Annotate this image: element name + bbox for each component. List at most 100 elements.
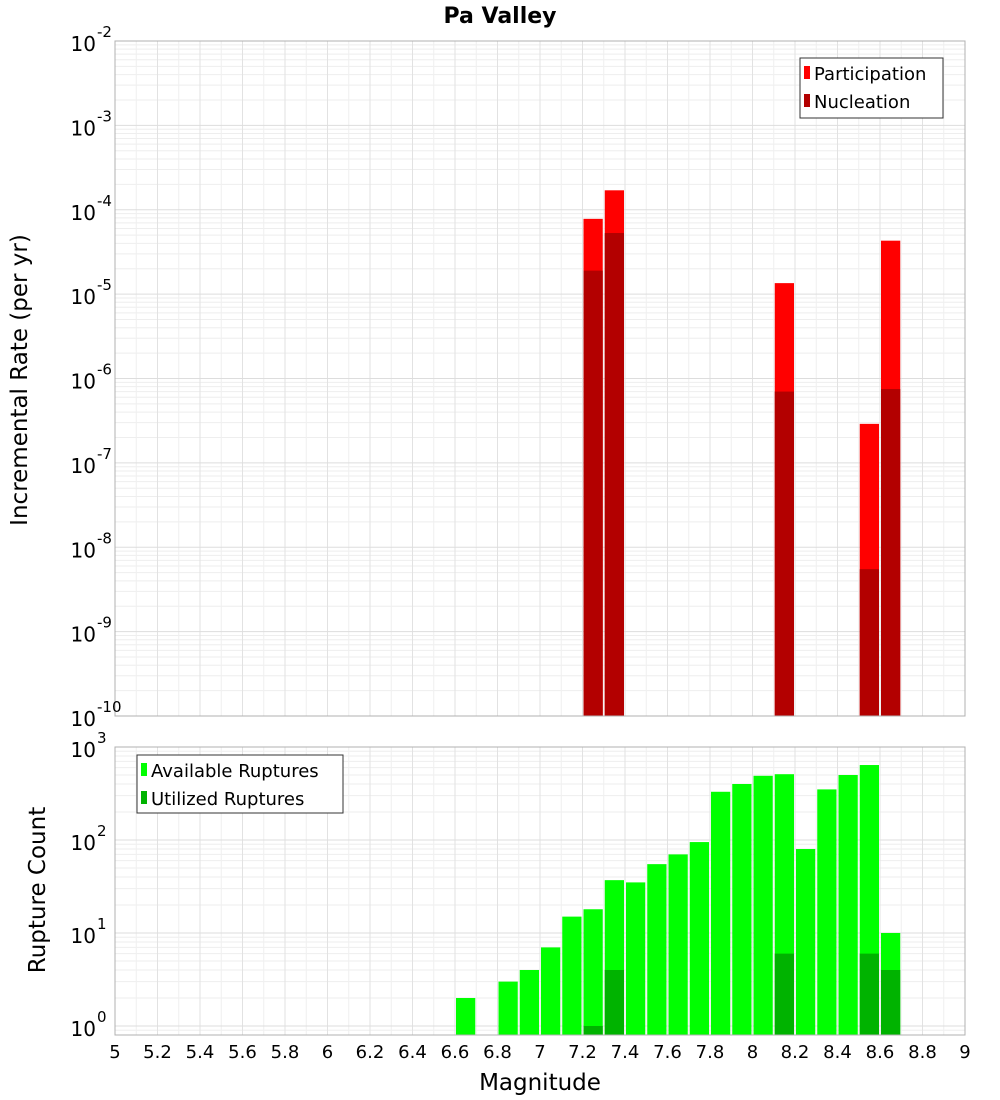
bottom-bar <box>689 842 709 1035</box>
y-tick-exponent: -6 <box>97 361 112 379</box>
legend-box <box>136 754 344 814</box>
bottom-bar <box>456 997 476 1035</box>
bottom-bar <box>583 1025 603 1035</box>
y-tick-exponent: -7 <box>97 445 112 463</box>
x-tick-label: 6.4 <box>398 1042 427 1063</box>
y-tick-base: 10 <box>71 1017 96 1041</box>
bottom-series-available-ruptures <box>456 765 901 1035</box>
bottom-bar <box>647 864 667 1035</box>
y-tick-base: 10 <box>71 831 96 855</box>
bottom-x-tick-labels: 5 5.2 5.4 5.6 5.8 6 6.2 6.4 6.6 6.8 7 7.2 7.4 7.6 7.8 8… <box>109 1042 970 1063</box>
bottom-bar <box>583 909 603 1035</box>
bottom-bar <box>817 789 837 1035</box>
y-tick-label: 10 -8 <box>71 529 112 562</box>
x-tick-label: 5.8 <box>271 1042 300 1063</box>
x-tick-label: 8 <box>747 1042 758 1063</box>
y-tick-base: 10 <box>71 738 96 762</box>
y-tick-base: 10 <box>71 201 96 225</box>
top-bar <box>774 391 794 716</box>
top-bar <box>604 233 624 716</box>
bottom-bar <box>732 784 752 1035</box>
y-tick-exponent: -3 <box>97 107 112 125</box>
bottom-bar <box>519 969 539 1035</box>
bottom-panel: 10 010 110 210 35 5.2 5.4 5.6 5.8 6 6.2 6.4 6.6 6.8 7 7… <box>71 729 971 1063</box>
top-bar <box>583 270 603 716</box>
legend-label: Utilized Ruptures <box>151 789 304 810</box>
x-tick-label: 6.8 <box>483 1042 512 1063</box>
y-tick-base: 10 <box>71 116 96 140</box>
bottom-bar <box>881 969 901 1035</box>
y-tick-label: 10 -10 <box>71 698 122 731</box>
top-gridlines <box>115 40 965 717</box>
legend-label: Nucleation <box>814 92 910 113</box>
y-tick-base: 10 <box>71 623 96 647</box>
y-tick-label: 10 -3 <box>71 107 112 140</box>
bottom-legend: Available Ruptures Utilized Ruptures <box>136 754 344 814</box>
legend-swatch <box>141 763 147 776</box>
y-tick-exponent: -4 <box>97 192 112 210</box>
y-tick-exponent: 0 <box>97 1008 107 1026</box>
x-tick-label: 6 <box>322 1042 333 1063</box>
bottom-bar <box>562 916 582 1035</box>
bottom-bar <box>796 849 816 1035</box>
y-tick-label: 10 2 <box>71 822 107 855</box>
y-tick-label: 10 -4 <box>71 192 112 225</box>
top-bar <box>859 569 879 716</box>
legend-swatch <box>804 94 810 107</box>
x-tick-label: 9 <box>959 1042 970 1063</box>
bottom-bar <box>753 775 773 1035</box>
y-tick-base: 10 <box>71 32 96 56</box>
x-tick-label: 7.8 <box>696 1042 725 1063</box>
top-legend: Participation Nucleation <box>799 57 944 119</box>
y-tick-label: 10 -9 <box>71 614 112 647</box>
y-tick-exponent: -2 <box>97 23 112 41</box>
bottom-plot-frame <box>114 746 966 1036</box>
x-tick-label: 7 <box>534 1042 545 1063</box>
x-tick-label: 7.6 <box>653 1042 682 1063</box>
x-tick-label: 5.4 <box>186 1042 215 1063</box>
x-tick-label: 7.2 <box>568 1042 597 1063</box>
y-tick-base: 10 <box>71 454 96 478</box>
y-tick-exponent: -5 <box>97 276 112 294</box>
y-tick-exponent: -8 <box>97 529 112 547</box>
bottom-bar <box>604 969 624 1035</box>
legend-label: Available Ruptures <box>151 761 319 782</box>
x-axis-label: Magnitude <box>479 1070 601 1096</box>
bottom-bar <box>859 953 879 1035</box>
y-tick-exponent: -10 <box>97 698 122 716</box>
y-tick-base: 10 <box>71 924 96 948</box>
bottom-bar <box>498 981 518 1035</box>
bottom-bar <box>668 854 688 1035</box>
y-tick-base: 10 <box>71 707 96 731</box>
y-tick-label: 10 -5 <box>71 276 112 309</box>
x-tick-label: 5.2 <box>143 1042 172 1063</box>
bottom-bar <box>626 882 646 1035</box>
legend-label: Participation <box>814 64 926 85</box>
legend-swatch <box>804 66 810 79</box>
legend-box <box>799 57 944 119</box>
y-tick-label: 10 -2 <box>71 23 112 56</box>
bottom-bar <box>774 953 794 1035</box>
bottom-bar <box>838 774 858 1035</box>
top-plot-frame <box>114 40 966 717</box>
x-tick-label: 5 <box>109 1042 120 1063</box>
y-tick-label: 10 0 <box>71 1008 107 1041</box>
y-tick-base: 10 <box>71 370 96 394</box>
chart-title: Pa Valley <box>443 4 556 29</box>
x-tick-label: 5.6 <box>228 1042 257 1063</box>
y-tick-base: 10 <box>71 538 96 562</box>
x-tick-label: 6.2 <box>356 1042 385 1063</box>
top-y-axis-label: Incremental Rate (per yr) <box>7 234 33 526</box>
x-tick-label: 6.6 <box>441 1042 470 1063</box>
bottom-y-axis-label: Rupture Count <box>25 807 51 973</box>
x-tick-label: 8.2 <box>781 1042 810 1063</box>
y-tick-label: 10 -7 <box>71 445 112 478</box>
x-tick-label: 8.4 <box>823 1042 852 1063</box>
y-tick-base: 10 <box>71 285 96 309</box>
legend-swatch <box>141 791 147 804</box>
y-tick-label: 10 1 <box>71 915 107 948</box>
